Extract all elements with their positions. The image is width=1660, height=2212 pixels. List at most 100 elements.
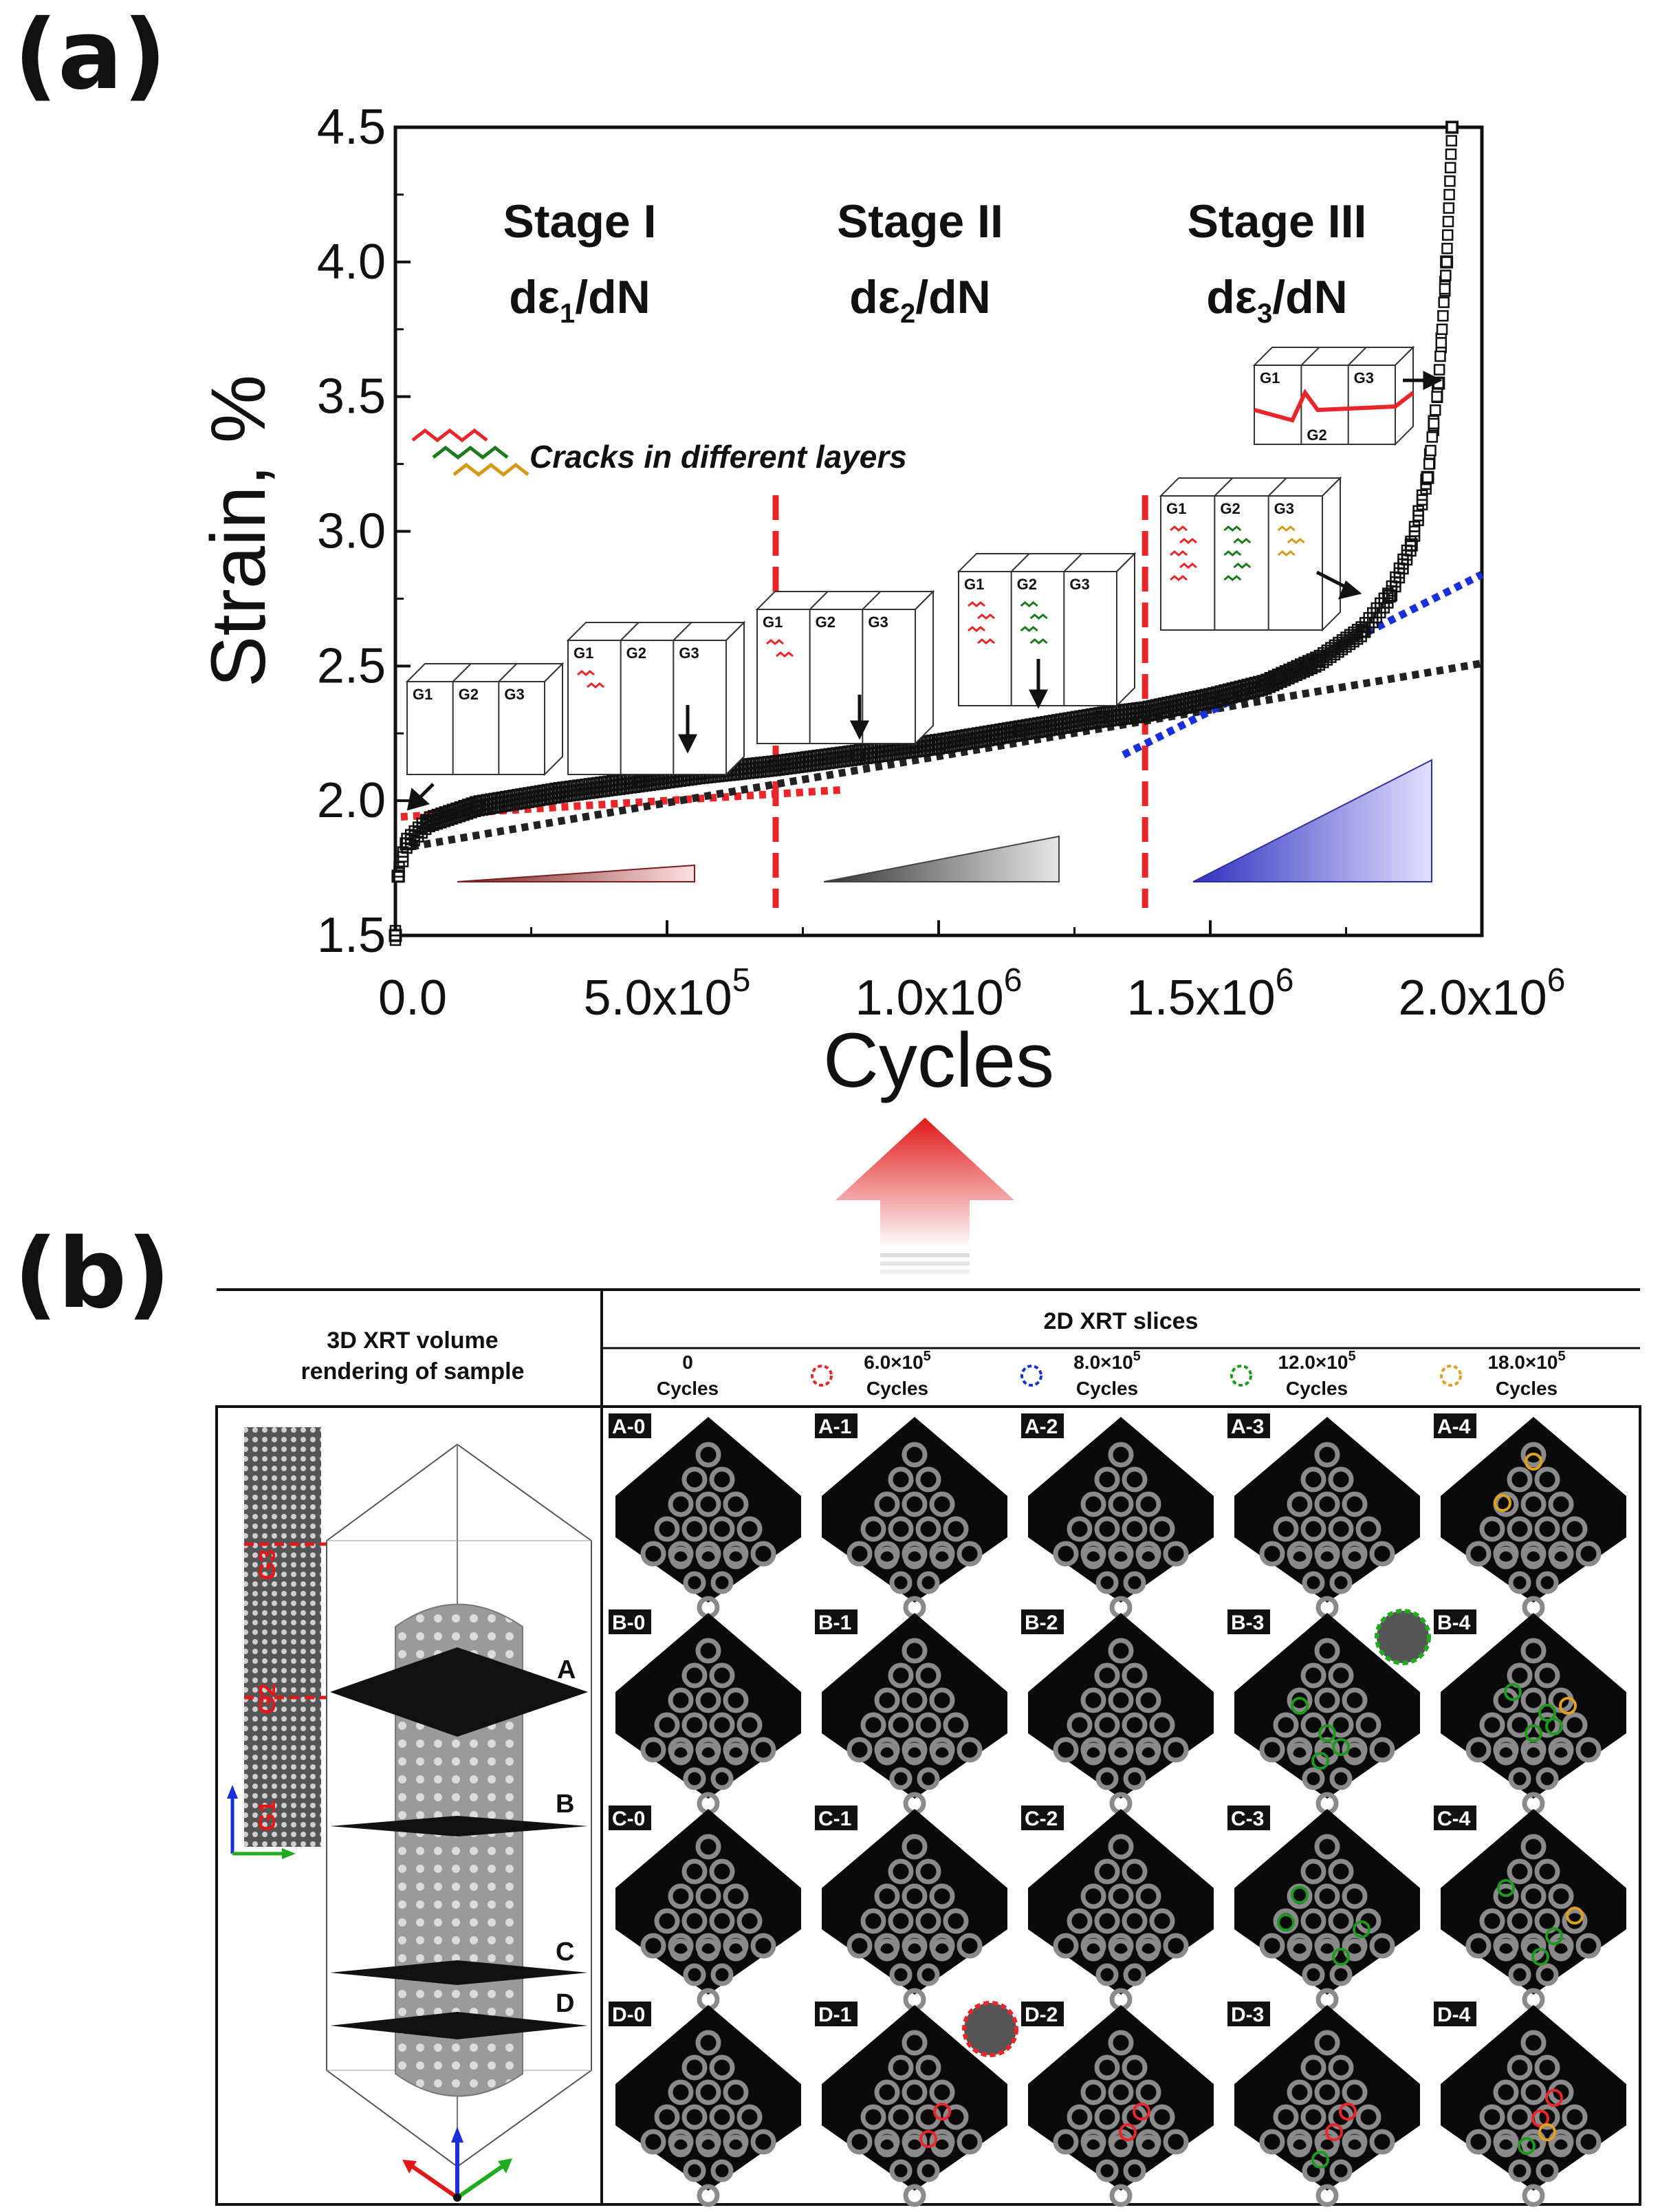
strut-cell — [697, 2134, 720, 2158]
data-point — [1294, 668, 1307, 680]
strut-cell — [1342, 2079, 1368, 2105]
strut-cell — [1328, 1466, 1354, 1493]
slice-label-bg — [1434, 2002, 1476, 2026]
strut-cell — [902, 1687, 928, 1713]
column-header-top: 12.0×105 — [1278, 1349, 1355, 1373]
strut-cell — [1369, 1933, 1395, 1959]
strut-cell — [736, 1516, 763, 1542]
strut-cell — [915, 2054, 941, 2081]
strut-cell — [1534, 2054, 1560, 2081]
strut-cell — [750, 2129, 776, 2155]
strut-cell — [1108, 1638, 1134, 1664]
strut-cell — [1094, 2104, 1120, 2130]
crack-marker-icon — [1277, 1913, 1295, 1931]
data-point — [450, 812, 462, 824]
crack-mark — [1233, 563, 1252, 569]
strut-cell — [1342, 1687, 1368, 1713]
strut-cell — [1082, 1742, 1105, 1766]
data-point — [1430, 404, 1441, 416]
strut-cell — [902, 1442, 928, 1468]
strut-cell — [1507, 2104, 1533, 2130]
data-point — [404, 838, 417, 850]
data-point — [1421, 471, 1434, 484]
slice-label-bg — [815, 1609, 858, 1634]
strut-cell — [1355, 1516, 1381, 1542]
strut-cell — [1522, 2134, 1545, 2158]
strut-cell — [697, 2184, 720, 2207]
specimen-lattice — [244, 1427, 321, 1847]
strut-cell — [668, 1491, 694, 1517]
strut-cell — [889, 2159, 913, 2182]
strut-cell — [1053, 2129, 1079, 2155]
strut-cell — [1342, 1883, 1368, 1909]
crack-marker-icon — [1566, 1907, 1584, 1924]
strut-cell — [1328, 1908, 1354, 1934]
slice-label: C-1 — [818, 1808, 851, 1830]
strut-cell — [875, 1742, 899, 1766]
strut-cell — [1300, 1516, 1326, 1542]
xrt-slice-d-4: D-4 — [1434, 2002, 1626, 2207]
strut-cell — [668, 2079, 694, 2105]
strut-cell — [915, 1858, 941, 1885]
slice-label-bg — [815, 1413, 858, 1438]
box-front-face — [1254, 365, 1396, 445]
data-point — [1443, 188, 1455, 201]
left-header-line-1: 3D XRT volume — [327, 1327, 498, 1354]
slice-label-bg — [1021, 1413, 1064, 1438]
strut-cell — [847, 1541, 873, 1567]
strut-cell — [847, 1933, 873, 1959]
crack-marker-icon — [1133, 2103, 1150, 2121]
xrt-slice-b-1: B-1 — [815, 1609, 1007, 1815]
grain-divider — [1347, 347, 1367, 366]
slice-label: C-3 — [1231, 1808, 1264, 1830]
slice-label: B-3 — [1231, 1612, 1264, 1634]
slice-label-bg — [1434, 1609, 1476, 1634]
strut-cell — [1549, 2134, 1573, 2158]
strut-cell — [1328, 2054, 1354, 2081]
strut-cell — [957, 1541, 983, 1567]
strut-cell — [695, 1834, 721, 1860]
box-side-face — [1322, 476, 1341, 632]
strut-cell — [1137, 1938, 1160, 1962]
strut-cell — [1534, 2104, 1560, 2130]
strut-cell — [681, 1466, 708, 1493]
strut-cell — [1300, 1466, 1326, 1493]
grain-label-g1: G1 — [254, 1800, 281, 1831]
stage-2-rate: dε2/dN — [849, 271, 991, 329]
plane-label-b: B — [556, 1790, 574, 1819]
slice-label: B-0 — [612, 1612, 645, 1634]
strut-cell — [1329, 1571, 1353, 1594]
panel-a-label: (a) — [14, 0, 166, 111]
box-front-face — [567, 640, 727, 775]
strut-cell — [1094, 1466, 1120, 1493]
data-point — [1440, 270, 1452, 281]
xrt-slice-c-3: C-3 — [1227, 1806, 1420, 2011]
strut-cell — [930, 1938, 954, 1962]
stage-1-rate-wedge — [457, 864, 695, 882]
grain-schematic-initial: G1 G2 G3 — [405, 662, 565, 777]
data-point — [397, 856, 409, 867]
strut-cell — [915, 1466, 941, 1493]
strut-cell — [1369, 1541, 1395, 1567]
xrt-slice-a-0: A-0 — [609, 1413, 801, 1619]
grain-label: G3 — [1069, 576, 1089, 593]
strut-cell — [640, 2129, 666, 2155]
crack-mark — [1170, 525, 1188, 532]
xrt-slice-c-4: C-4 — [1434, 1806, 1626, 2011]
strut-cell — [915, 1908, 941, 1934]
data-point — [1203, 697, 1215, 709]
rendering-axes-icon — [402, 2127, 512, 2202]
slice-label-bg — [815, 1806, 858, 1830]
strut-cell — [695, 1638, 721, 1664]
y-tick-label: 4.0 — [317, 235, 386, 290]
strut-cell — [1536, 1963, 1559, 1986]
stage-1-rate: dε1/dN — [509, 271, 651, 329]
box-front-face — [406, 681, 545, 775]
x-tick-label: 5.0x105 — [584, 962, 751, 1026]
strut-cell — [1288, 1742, 1311, 1766]
strut-cell — [888, 2104, 914, 2130]
data-point — [412, 831, 424, 843]
data-point — [1260, 683, 1272, 695]
strut-cell — [1534, 1858, 1560, 1885]
strut-cell — [957, 2129, 983, 2155]
